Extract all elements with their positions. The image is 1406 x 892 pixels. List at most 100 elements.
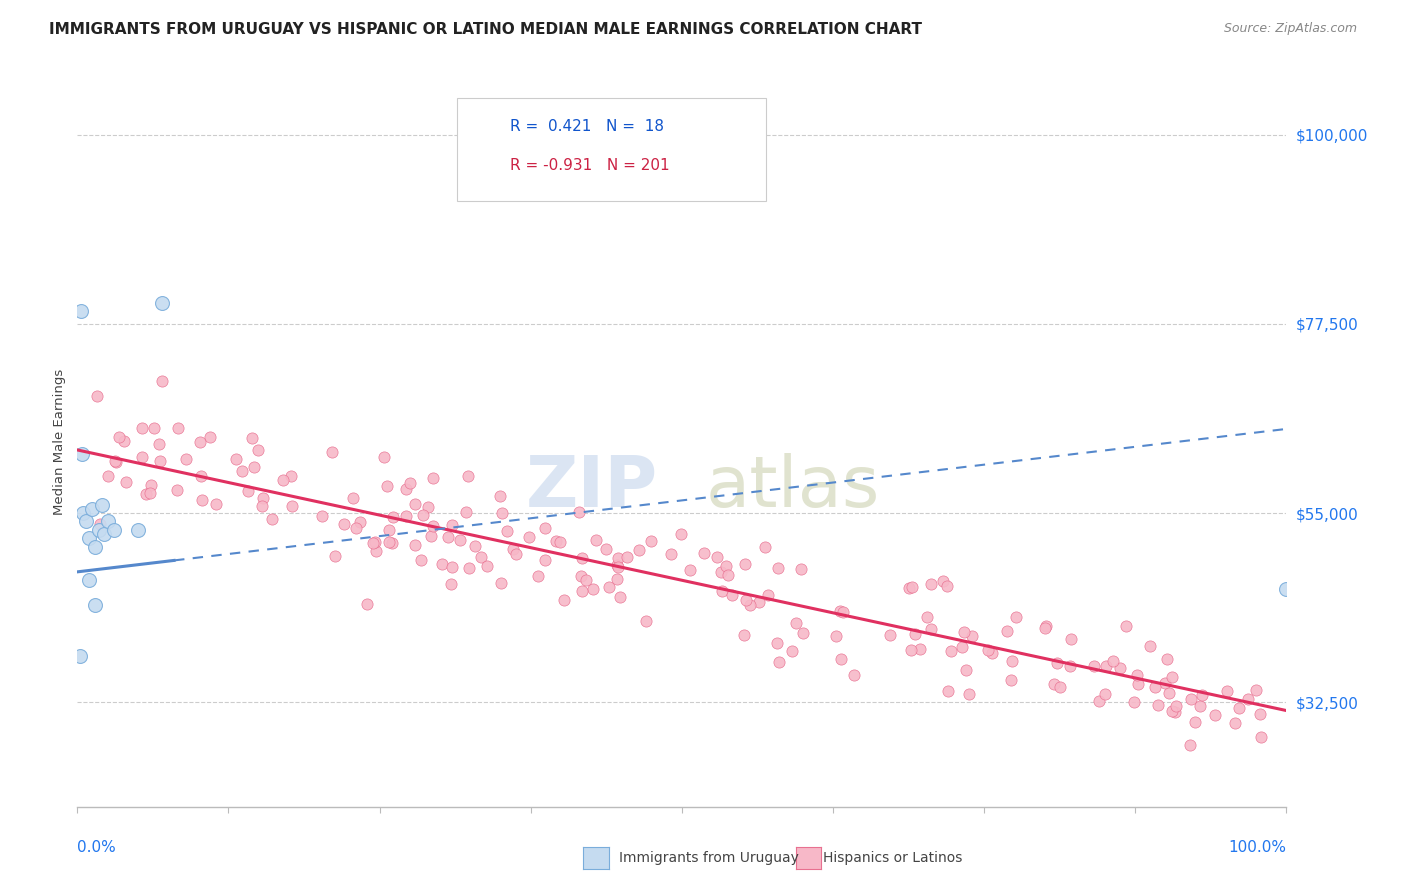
Point (475, 559, 498, 574)
Point (188, 435, 211, 450)
Point (204, 497, 226, 511)
Point (231, 464, 253, 478)
Point (333, 516, 356, 531)
Point (825, 629, 848, 643)
Point (754, 540, 776, 554)
Point (135, 486, 157, 500)
Point (1250, 730, 1272, 744)
Point (491, 507, 513, 521)
Point (766, 636, 789, 650)
Text: Hispanics or Latinos: Hispanics or Latinos (823, 851, 962, 865)
Point (72, 506, 94, 520)
Point (740, 599, 762, 613)
Point (717, 568, 740, 582)
Point (90, 498, 112, 512)
Point (1139, 639, 1161, 653)
Text: ZIP: ZIP (526, 453, 658, 523)
Point (375, 479, 398, 493)
Point (716, 559, 738, 574)
Point (96, 515, 118, 529)
Point (733, 628, 755, 642)
Point (422, 519, 444, 533)
Point (349, 515, 371, 529)
Point (1161, 670, 1184, 684)
Point (148, 437, 170, 451)
Point (176, 452, 198, 467)
Point (679, 563, 702, 577)
Point (323, 549, 346, 563)
Point (1059, 659, 1081, 673)
Point (1122, 695, 1144, 709)
Point (139, 477, 162, 491)
Point (115, 475, 138, 490)
Point (669, 527, 692, 541)
Point (456, 505, 478, 519)
Point (792, 626, 814, 640)
Point (321, 445, 343, 459)
Point (449, 533, 471, 547)
Point (1088, 694, 1111, 708)
Point (240, 431, 263, 445)
Point (404, 538, 426, 552)
Point (957, 687, 980, 701)
Point (488, 490, 510, 504)
Point (1094, 687, 1116, 701)
Point (93, 527, 115, 541)
Point (879, 627, 901, 641)
Point (915, 610, 938, 624)
Point (832, 605, 855, 619)
Text: Immigrants from Uruguay: Immigrants from Uruguay (619, 851, 799, 865)
Point (1095, 658, 1118, 673)
Point (150, 295, 173, 310)
Text: 0.0%: 0.0% (77, 840, 117, 855)
Point (606, 572, 628, 586)
Point (470, 550, 492, 565)
Point (571, 551, 593, 566)
Point (581, 582, 603, 597)
Point (659, 548, 682, 562)
Point (1237, 692, 1260, 706)
Point (1178, 738, 1201, 752)
Point (84, 599, 107, 613)
Point (1083, 659, 1105, 673)
Point (1049, 680, 1071, 694)
Point (1001, 654, 1024, 668)
Point (1128, 677, 1150, 691)
Point (112, 434, 135, 448)
Point (950, 640, 973, 654)
Point (440, 576, 463, 591)
Point (86, 389, 108, 403)
Point (1156, 652, 1178, 666)
Point (1204, 708, 1226, 723)
Point (80, 501, 103, 516)
Point (457, 561, 479, 575)
Point (87, 523, 110, 537)
Point (166, 421, 188, 435)
Point (953, 624, 976, 639)
Point (1249, 706, 1271, 721)
Text: R = -0.931   N = 201: R = -0.931 N = 201 (510, 158, 671, 173)
Point (568, 505, 591, 519)
Point (271, 473, 294, 487)
Point (534, 521, 557, 535)
Point (981, 646, 1004, 660)
Point (412, 508, 434, 523)
Point (710, 565, 733, 579)
Point (544, 533, 567, 548)
Point (75, 515, 97, 529)
Point (1102, 654, 1125, 668)
Point (1060, 632, 1083, 646)
Y-axis label: Median Male Earnings: Median Male Earnings (53, 368, 66, 515)
Point (920, 622, 942, 636)
Point (437, 530, 460, 544)
Point (344, 521, 367, 535)
Point (607, 560, 630, 574)
Point (1033, 620, 1056, 634)
Point (939, 643, 962, 657)
Point (908, 642, 931, 657)
Point (366, 544, 388, 558)
Point (190, 492, 212, 507)
Point (422, 471, 444, 485)
Point (104, 453, 127, 467)
Point (1164, 705, 1187, 719)
